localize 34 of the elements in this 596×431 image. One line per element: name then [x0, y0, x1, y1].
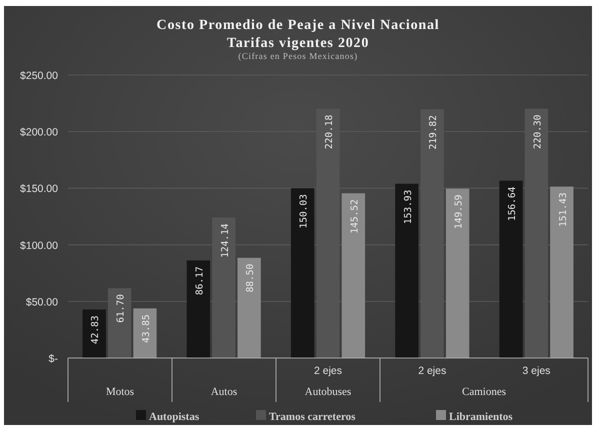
data-label: 145.52: [349, 199, 360, 234]
y-tick-label: $250.00: [20, 70, 58, 82]
data-label: 219.82: [428, 115, 440, 150]
text: Autobuses: [304, 386, 352, 398]
chart-title: Costo Promedio de Peaje a Nivel Nacional: [156, 18, 440, 33]
y-tick-label: $-: [48, 353, 58, 365]
text: Autos: [210, 386, 238, 398]
data-label: 153.93: [402, 190, 414, 224]
chart-subtitle: Tarifas vigentes 2020: [226, 36, 370, 51]
text: Motos: [106, 386, 134, 398]
data-label: 220.30: [532, 114, 544, 149]
data-label: 156.64: [507, 186, 518, 222]
legend-label: Libramientos: [449, 411, 514, 423]
data-label: 220.18: [324, 114, 335, 150]
data-label: 61.70: [116, 294, 127, 323]
y-tick-label: $50.00: [26, 296, 58, 308]
x-tick-label: 2 ejes: [314, 365, 342, 377]
data-label: 43.85: [140, 314, 152, 343]
text: (Cifras en Pesos Mexicanos): [238, 51, 358, 61]
data-label: 124.14: [220, 223, 231, 258]
data-label: 88.50: [245, 264, 256, 292]
text: Camiones: [462, 386, 506, 398]
y-tick-label: $100.00: [20, 240, 58, 252]
legend-label: Tramos carreteros: [269, 411, 356, 423]
data-label: 149.59: [454, 194, 465, 229]
x-tick-label: 3 ejes: [522, 365, 550, 377]
data-label: 86.17: [194, 266, 206, 296]
y-tick-label: $150.00: [20, 183, 58, 196]
y-tick-label: $200.00: [20, 126, 58, 139]
legend-label: Autopistas: [149, 411, 200, 423]
x-tick-label: 2 ejes: [418, 365, 446, 377]
data-label: 42.83: [90, 316, 102, 344]
data-label: 150.03: [298, 194, 310, 228]
data-label: 151.43: [558, 192, 569, 227]
